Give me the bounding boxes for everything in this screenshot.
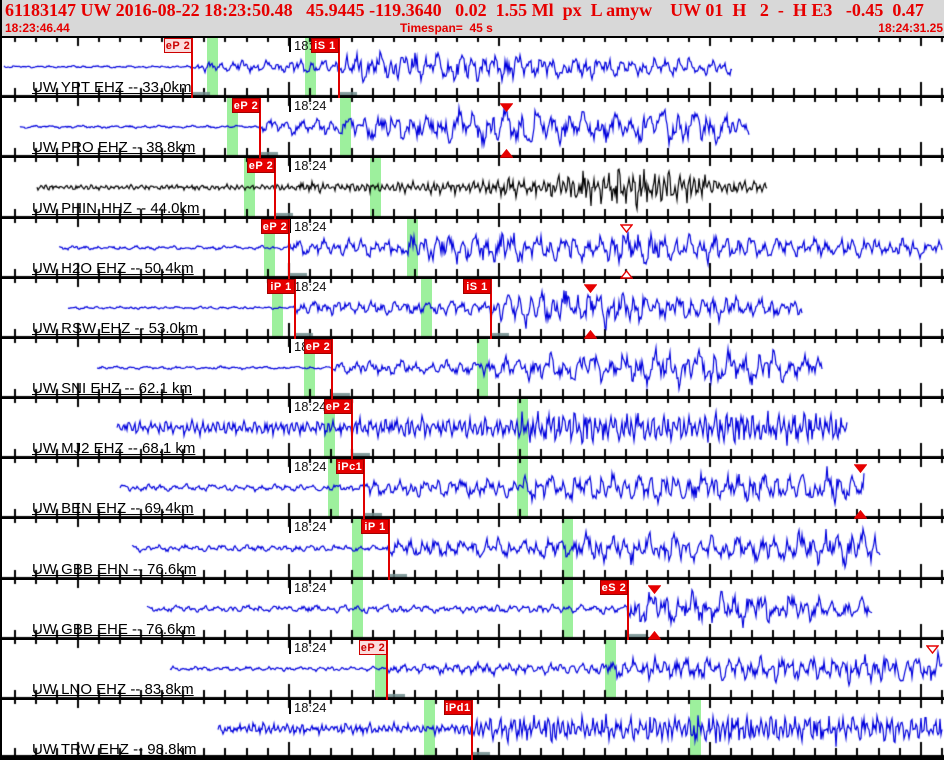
phase-pick-line[interactable] (338, 38, 340, 98)
header-bar: 61183147 UW 2016-08-22 18:23:50.48 45.94… (2, 0, 944, 38)
minute-mark-label: 18:24 (289, 519, 327, 534)
trace-panel-gbb: 18:24 eS 2 UW GBB EHE -- 76.6km (2, 580, 944, 640)
phase-pick-label[interactable]: eP 2 (261, 219, 289, 234)
amplitude-marker-icon (499, 99, 514, 113)
phase-pick-label[interactable]: iP 1 (267, 279, 295, 294)
trace-panel-phin: 18:24 eP 2 UW PHIN HHZ -- 44.0km (2, 158, 944, 219)
amplitude-marker-icon (499, 145, 514, 158)
amplitude-marker-icon (619, 266, 634, 279)
phase-pick-line[interactable] (627, 580, 629, 640)
trace-panel-trw: 18:24 iPd1 UW TRW EHZ -- 98.8km (2, 700, 944, 760)
trace-panel-mj2: 18:24 eP 2 UW MJ2 EHZ -- 68.1 km (2, 399, 944, 459)
phase-pick-label[interactable]: eS 2 (600, 580, 628, 595)
phase-pick-label[interactable]: eP 2 (324, 399, 352, 414)
station-label: UW LNO EHZ -- 83.8km (32, 681, 194, 698)
waveform-canvas[interactable] (2, 38, 944, 98)
phase-pick-line[interactable] (191, 38, 193, 98)
trace-panel-rsw: 18:24 iP 1 iS 1 UW RSW EHZ -- 53.0km (2, 279, 944, 339)
amplitude-marker-icon (647, 627, 662, 640)
minute-mark-label: 18:24 (289, 580, 327, 595)
phase-pick-line[interactable] (490, 279, 492, 339)
phase-pick-label[interactable]: iS 1 (463, 279, 491, 294)
phase-pick-line[interactable] (274, 158, 276, 219)
station-label: UW H2O EHZ -- 50.4km (32, 260, 194, 277)
phase-pick-label[interactable]: iP 1 (361, 519, 389, 534)
waveform-canvas[interactable] (2, 399, 944, 459)
waveform-canvas[interactable] (2, 158, 944, 219)
amplitude-marker-icon (583, 280, 598, 294)
minute-mark-label: 18:24 (289, 98, 327, 113)
window-end-time: 18:24:31.25 (878, 21, 943, 35)
station-label: UW RSW EHZ -- 53.0km (32, 320, 198, 337)
phase-pick-label[interactable]: iPd1 (444, 700, 472, 715)
phase-pick-label[interactable]: eP 2 (359, 640, 387, 655)
trace-panel-pro: 18:24 eP 2 UW PRO EHZ -- 38.8km (2, 98, 944, 158)
waveform-canvas[interactable] (2, 580, 944, 640)
trace-panel-h2o: 18:24 eP 2 UW H2O EHZ -- 50.4km (2, 219, 944, 279)
amplitude-marker-icon (853, 506, 868, 519)
amplitude-marker-icon (583, 326, 598, 339)
amplitude-marker-icon (925, 641, 940, 655)
phase-pick-label[interactable]: eP 2 (304, 339, 332, 354)
waveform-canvas[interactable] (2, 98, 944, 158)
waveform-canvas[interactable] (2, 219, 944, 279)
trace-panel-gbb: 18:24 iP 1 UW GBB EHN -- 76.6km (2, 519, 944, 580)
station-label: UW YPT EHZ -- 33.0km (32, 79, 192, 96)
minute-mark-label: 18:24 (289, 158, 327, 173)
station-label: UW TRW EHZ -- 98.8km (32, 741, 197, 758)
phase-pick-line[interactable] (388, 519, 390, 580)
amplitude-marker-icon (619, 220, 634, 234)
phase-pick-line[interactable] (471, 700, 473, 760)
timespan-label: Timespan= 45 s (400, 21, 493, 35)
station-label: UW BEN EHZ -- 69.4km (32, 500, 194, 517)
event-summary-line: 61183147 UW 2016-08-22 18:23:50.48 45.94… (5, 0, 924, 20)
minute-mark-label: 18:24 (289, 640, 327, 655)
station-label: UW SNI EHZ -- 62.1 km (32, 380, 193, 397)
phase-pick-line[interactable] (351, 399, 353, 459)
waveform-canvas[interactable] (2, 339, 944, 399)
station-label: UW PHIN HHZ -- 44.0km (32, 200, 200, 217)
phase-pick-label[interactable]: iS 1 (311, 38, 339, 53)
amplitude-marker-icon (647, 581, 662, 595)
waveform-canvas[interactable] (2, 640, 944, 700)
phase-pick-line[interactable] (288, 219, 290, 279)
minute-mark-label: 18:24 (289, 399, 327, 414)
phase-pick-label[interactable]: iPc1 (336, 459, 364, 474)
phase-pick-line[interactable] (331, 339, 333, 399)
trace-panel-ben: 18:24 iPc1 UW BEN EHZ -- 69.4km (2, 459, 944, 519)
minute-mark-label: 18:24 (289, 459, 327, 474)
waveform-canvas[interactable] (2, 459, 944, 519)
trace-panel-lno: 18:24 eP 2 UW LNO EHZ -- 83.8km (2, 640, 944, 700)
station-label: UW GBB EHE -- 76.6km (32, 621, 196, 638)
time-window-bar: 18:23:46.44 Timespan= 45 s 18:24:31.25 (2, 21, 944, 36)
phase-pick-line[interactable] (259, 98, 261, 158)
waveform-canvas[interactable] (2, 519, 944, 580)
minute-mark-label: 18:24 (289, 700, 327, 715)
minute-mark-label: 18:24 (289, 219, 327, 234)
station-label: UW GBB EHN -- 76.6km (32, 561, 197, 578)
amplitude-marker-icon (853, 460, 868, 474)
window-start-time: 18:23:46.44 (5, 21, 70, 35)
station-label: UW MJ2 EHZ -- 68.1 km (32, 440, 196, 457)
phase-pick-line[interactable] (294, 279, 296, 339)
phase-pick-label[interactable]: eP 2 (232, 98, 260, 113)
phase-pick-label[interactable]: eP 2 (247, 158, 275, 173)
station-label: UW PRO EHZ -- 38.8km (32, 139, 196, 156)
waveform-canvas[interactable] (2, 700, 944, 760)
phase-pick-line[interactable] (363, 459, 365, 519)
phase-pick-line[interactable] (386, 640, 388, 700)
phase-pick-label[interactable]: eP 2 (164, 38, 192, 53)
